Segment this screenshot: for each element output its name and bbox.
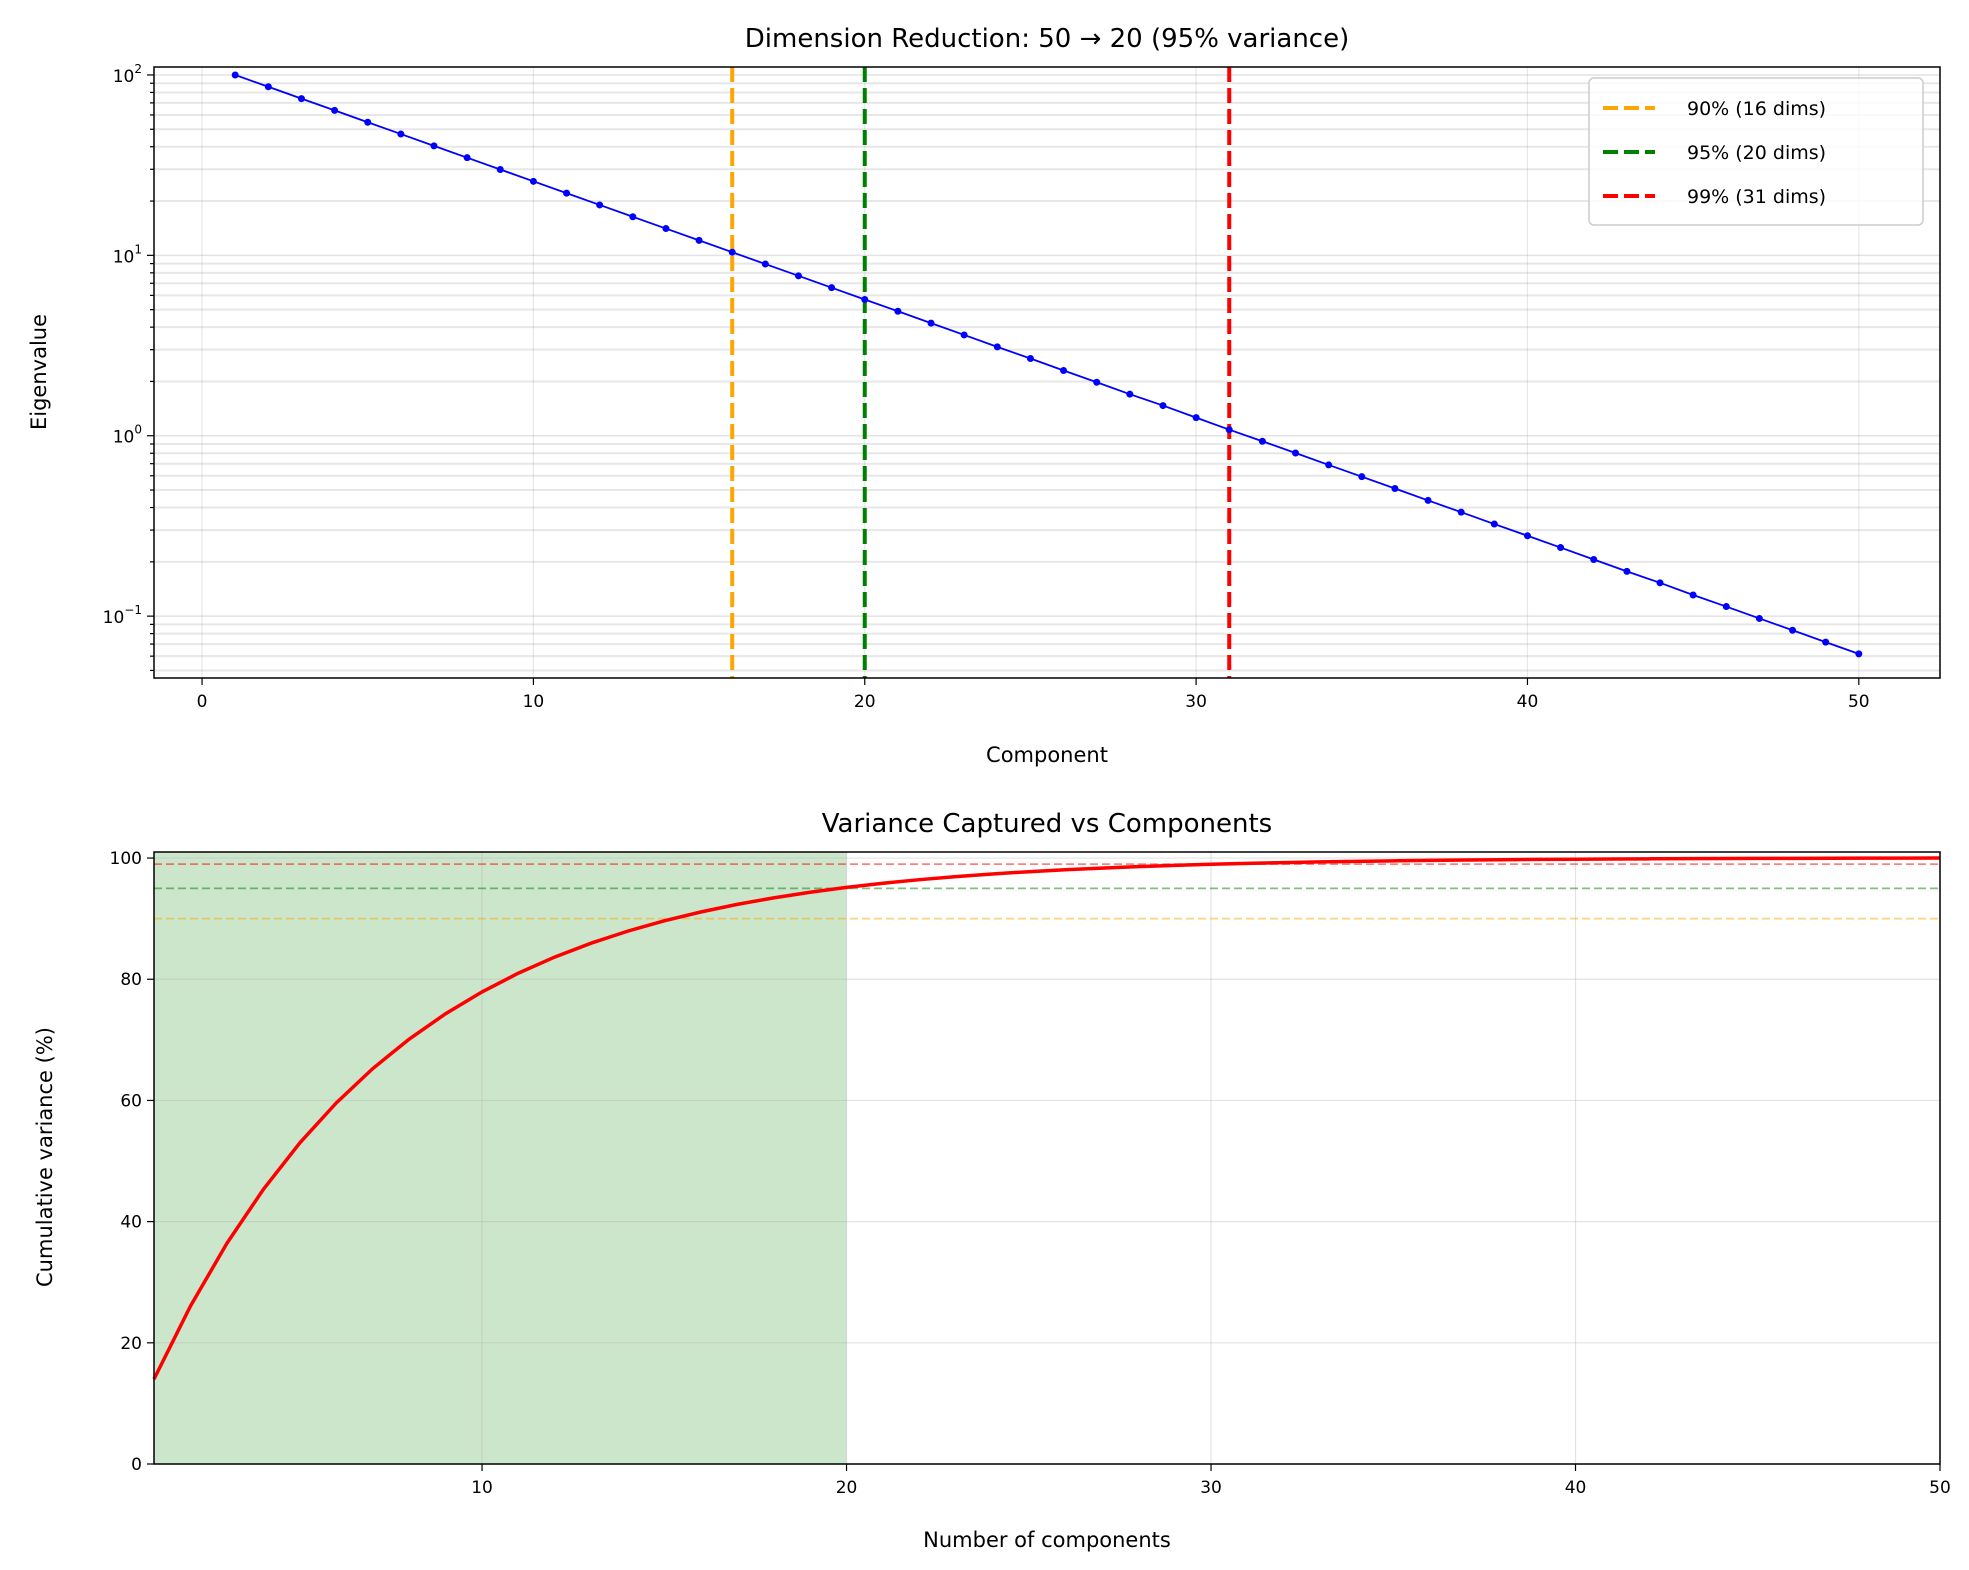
x-tick-label: 50 [1929, 1478, 1951, 1498]
eigenvalue-point [529, 177, 537, 185]
eigenvalue-point [563, 189, 571, 197]
eigenvalue-point [1722, 603, 1730, 611]
axes-frame [153, 851, 1941, 1465]
y-tick-label: 101 [113, 242, 142, 267]
x-tick-label: 50 [1848, 692, 1870, 712]
eigenvalue-point [430, 142, 438, 150]
eigenvalue-point [264, 83, 272, 91]
eigenvalue-point [364, 118, 372, 126]
eigenvalue-point [1391, 484, 1399, 492]
eigenvalue-point [331, 106, 339, 114]
eigenvalue-point [1822, 638, 1830, 646]
eigenvalue-point [1490, 520, 1498, 528]
x-tick-label: 20 [854, 692, 876, 712]
eigenvalue-line [234, 74, 1860, 655]
y-tick-label: 0 [131, 1455, 142, 1475]
bottom-x-axis-label: Number of components [923, 1528, 1171, 1552]
eigenvalue-point [927, 319, 935, 327]
eigenvalue-point [993, 343, 1001, 351]
bottom-y-axis-label: Cumulative variance (%) [33, 1027, 57, 1287]
eigenvalue-point [828, 284, 836, 292]
eigenvalue-point [231, 71, 239, 79]
eigenvalue-point [695, 236, 703, 244]
eigenvalue-point [1060, 366, 1068, 374]
bottom-chart-title: Variance Captured vs Components [822, 809, 1272, 839]
eigenvalue-point [1656, 579, 1664, 587]
eigenvalue-point [397, 130, 405, 138]
cumulative-variance-plot: 10 20 30 40 50 0 20 40 60 80 100 [110, 849, 1951, 1498]
eigenvalue-point [596, 201, 604, 209]
y-tick-label: 40 [120, 1213, 142, 1233]
eigenvalue-point [1093, 378, 1101, 386]
eigenvalue-plot: 0 10 20 30 40 50 102 101 100 10−1 90% (16 dims) 95%… [103, 62, 1941, 712]
y-tick-label: 100 [110, 849, 142, 869]
x-tick-label: 30 [1185, 692, 1207, 712]
legend-label: 99% (31 dims) [1687, 186, 1826, 208]
y-tick-label: 20 [120, 1334, 142, 1354]
eigenvalue-point [861, 296, 869, 304]
eigenvalue-point [1523, 532, 1531, 540]
top-x-axis-label: Component [986, 743, 1108, 767]
eigenvalue-point [1358, 473, 1366, 481]
y-tick-label: 60 [120, 1091, 142, 1111]
eigenvalue-point [1026, 355, 1034, 363]
eigenvalue-point [1126, 390, 1134, 398]
top-chart-title: Dimension Reduction: 50 → 20 (95% varian… [745, 24, 1350, 54]
legend-label: 90% (16 dims) [1687, 98, 1826, 120]
eigenvalue-point [1292, 449, 1300, 457]
x-tick-label: 10 [471, 1478, 493, 1498]
eigenvalue-point [1590, 556, 1598, 564]
eigenvalue-point [1159, 402, 1167, 410]
x-tick-label: 10 [523, 692, 545, 712]
eigenvalue-point [496, 165, 504, 173]
selected-components-region [154, 852, 847, 1464]
eigenvalue-point [463, 154, 471, 162]
y-tick-label: 100 [113, 423, 142, 448]
x-tick-label: 40 [1517, 692, 1539, 712]
eigenvalue-point [960, 331, 968, 339]
y-tick-label: 102 [113, 62, 142, 87]
eigenvalue-point [794, 272, 802, 280]
eigenvalue-point [1689, 591, 1697, 599]
x-tick-label: 40 [1565, 1478, 1587, 1498]
eigenvalue-point [1557, 544, 1565, 552]
x-tick-label: 30 [1200, 1478, 1222, 1498]
eigenvalue-point [1192, 414, 1200, 422]
eigenvalue-point [1258, 437, 1266, 445]
eigenvalue-point [728, 248, 736, 256]
x-tick-label: 0 [197, 692, 208, 712]
eigenvalue-point [1855, 650, 1863, 658]
eigenvalue-point [1457, 508, 1465, 516]
cumulative-variance-line [152, 856, 1941, 1380]
x-tick-label: 20 [836, 1478, 858, 1498]
eigenvalue-point [297, 95, 305, 103]
y-tick-label: 80 [120, 970, 142, 990]
eigenvalue-point [1755, 614, 1763, 622]
eigenvalue-point [662, 225, 670, 233]
eigenvalue-point [761, 260, 769, 268]
legend: 90% (16 dims) 95% (20 dims) 99% (31 dims) [1588, 77, 1924, 226]
eigenvalue-point [1225, 426, 1233, 434]
top-y-axis-label: Eigenvalue [27, 314, 51, 430]
legend-box [1588, 77, 1924, 226]
eigenvalue-point [1789, 626, 1797, 634]
eigenvalue-point [894, 307, 902, 315]
eigenvalue-point [1623, 567, 1631, 575]
eigenvalue-point [629, 213, 637, 221]
y-tick-label: 10−1 [103, 603, 142, 628]
eigenvalue-point [1325, 461, 1333, 469]
legend-label: 95% (20 dims) [1687, 142, 1826, 164]
axes-frame [153, 66, 1941, 679]
eigenvalue-point [1424, 496, 1432, 504]
